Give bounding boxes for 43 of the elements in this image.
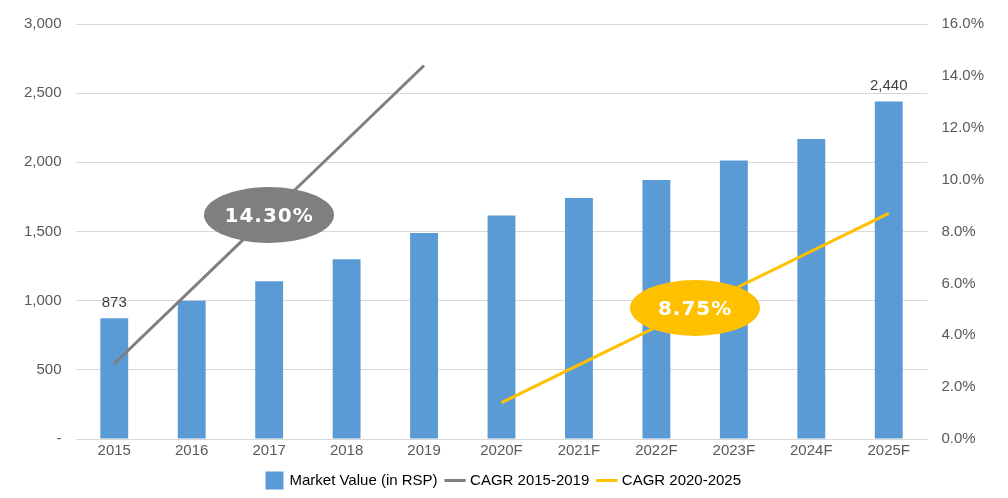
x-tick-label: 2023F xyxy=(712,441,756,459)
x-tick-label: 2021F xyxy=(557,441,601,459)
x-tick-label: 2020F xyxy=(480,441,523,459)
y-tick-label: 2,000 xyxy=(23,152,62,170)
x-tick-label: 2025F xyxy=(867,441,911,459)
y-tick-label: - xyxy=(56,429,62,447)
y-tick-label: 3,000 xyxy=(23,14,62,32)
bar xyxy=(332,259,361,439)
bar xyxy=(255,281,284,439)
x-tick-label: 2022F xyxy=(635,441,678,459)
bar xyxy=(874,101,903,439)
y2-tick-label: 8.0% xyxy=(941,221,976,239)
legend-label: CAGR 2020-2025 xyxy=(621,470,742,488)
y2-tick-label: 2.0% xyxy=(941,377,976,395)
y2-tick-label: 14.0% xyxy=(941,66,985,84)
y2-tick-label: 16.0% xyxy=(941,14,985,32)
bar xyxy=(487,215,516,439)
y2-tick-label: 4.0% xyxy=(941,325,976,343)
bar xyxy=(177,300,206,439)
x-tick-label: 2015 xyxy=(97,441,131,459)
y-tick-label: 1,500 xyxy=(23,221,62,239)
x-tick-label: 2018 xyxy=(329,441,364,459)
ellipse-callout: 14.30% xyxy=(204,186,335,243)
bar xyxy=(565,197,593,439)
x-tick-label: 2017 xyxy=(252,441,286,459)
y2-tick-label: 6.0% xyxy=(941,273,976,291)
y2-tick-label: 10.0% xyxy=(941,169,985,187)
x-tick-label: 2024F xyxy=(790,441,833,459)
x-tick-label: 2019 xyxy=(407,441,441,459)
y-tick-label: 500 xyxy=(36,359,62,377)
ellipse-callout: 8.75% xyxy=(630,280,761,336)
legend-label: CAGR 2015-2019 xyxy=(470,470,590,488)
y-tick-label: 1,000 xyxy=(23,290,62,308)
data-label: 873 xyxy=(101,292,127,310)
x-tick-label: 2016 xyxy=(175,441,209,459)
data-label: 2,440 xyxy=(869,76,908,94)
legend-label: Market Value (in RSP) xyxy=(289,470,438,488)
bar xyxy=(100,318,129,439)
y2-tick-label: 12.0% xyxy=(941,117,985,135)
y-tick-label: 2,500 xyxy=(23,83,62,101)
bar xyxy=(410,232,438,439)
bar xyxy=(797,138,826,439)
y2-tick-label: 0.0% xyxy=(941,429,976,447)
